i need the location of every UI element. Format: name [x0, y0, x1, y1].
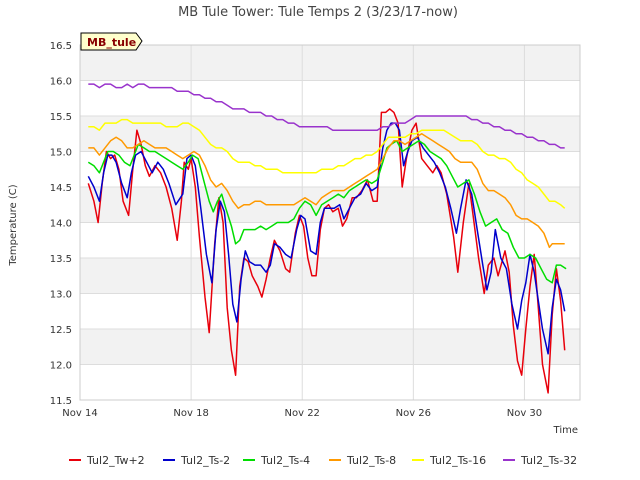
x-tick-label: Nov 14 [62, 408, 97, 419]
legend-label: Tul2_Ts-32 [520, 454, 577, 467]
y-tick-label: 11.5 [50, 396, 72, 407]
legend-label: Tul2_Tw+2 [86, 454, 145, 467]
series-line-tul2-ts-4 [87, 140, 567, 284]
legend-label: Tul2_Ts-8 [346, 454, 396, 467]
y-tick-label: 12.5 [50, 325, 72, 336]
x-tick-label: Nov 18 [173, 408, 208, 419]
legend: Tul2_Tw+2 Tul2_Ts-2 Tul2_Ts-4 Tul2_Ts-8 Tul2… [69, 454, 577, 467]
y-tick-label: 16.0 [50, 77, 72, 88]
legend-item: Tul2_Ts-32 [503, 454, 577, 467]
y-tick-label: 16.5 [50, 41, 72, 52]
series-lines [87, 83, 567, 394]
series-line-tul2-tw-2 [87, 108, 566, 394]
y-tick-label: 12.0 [50, 361, 72, 372]
y-axis-ticks: 11.5 12.0 12.5 13.0 13.5 14.0 14.5 15.0 15.5 16.0… [50, 41, 72, 407]
y-axis-label: Temperature (C) [8, 184, 19, 266]
series-line-tul2-ts-8 [88, 133, 565, 249]
legend-label: Tul2_Ts-4 [260, 454, 310, 467]
plot-frame [79, 44, 581, 401]
plot-background [80, 45, 580, 365]
legend-label: Tul2_Ts-16 [429, 454, 486, 467]
legend-item: Tul2_Ts-2 [163, 454, 230, 467]
chart-title: MB Tule Tower: Tule Temps 2 (3/23/17-now… [178, 5, 458, 20]
plot-band [80, 45, 580, 81]
plot-band [80, 329, 580, 365]
series-line-tul2-ts-2 [87, 122, 566, 355]
plot-band [80, 116, 580, 152]
y-tick-label: 13.0 [50, 290, 72, 301]
y-tick-label: 14.0 [50, 219, 72, 230]
legend-item: Tul2_Tw+2 [69, 454, 145, 467]
x-tick-label: Nov 30 [507, 408, 542, 419]
x-tick-label: Nov 22 [285, 408, 320, 419]
station-label-box: MB_tule [80, 32, 143, 51]
legend-item: Tul2_Ts-16 [412, 454, 486, 467]
legend-item: Tul2_Ts-8 [329, 454, 396, 467]
legend-item: Tul2_Ts-4 [243, 454, 310, 467]
y-tick-label: 14.5 [50, 183, 72, 194]
y-tick-label: 13.5 [50, 254, 72, 265]
x-tick-label: Nov 26 [396, 408, 431, 419]
x-axis-label: Time [553, 425, 578, 436]
station-label: MB_tule [87, 36, 136, 49]
plot-band [80, 258, 580, 294]
series-line-tul2-ts-16 [88, 118, 566, 209]
y-tick-label: 15.0 [50, 148, 72, 159]
legend-label: Tul2_Ts-2 [180, 454, 230, 467]
series-line-tul2-ts-32 [88, 83, 565, 149]
x-axis-ticks: Nov 14 Nov 18 Nov 22 Nov 26 Nov 30 [62, 408, 542, 419]
y-tick-label: 15.5 [50, 112, 72, 123]
